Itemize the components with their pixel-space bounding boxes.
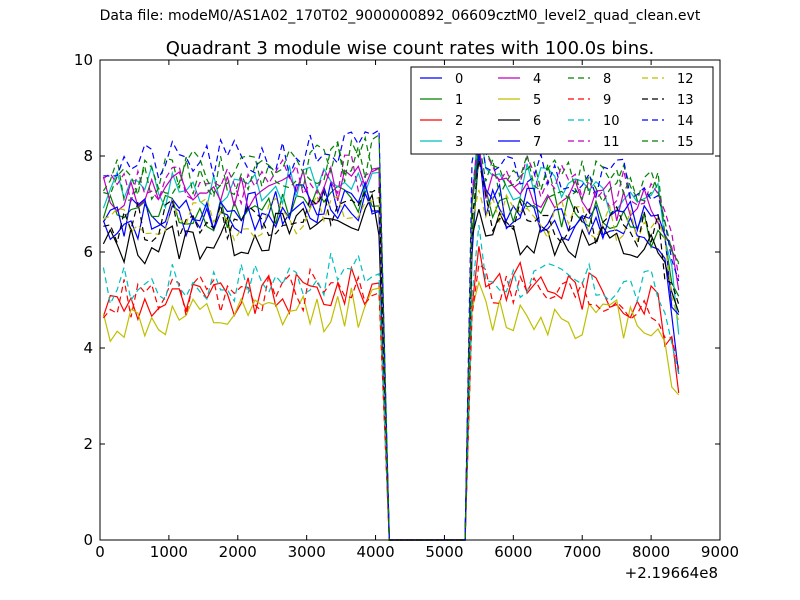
- legend-label-12: 12: [677, 72, 694, 87]
- x-tick-label: 3000: [288, 543, 326, 561]
- axis-ticks: 0 1000 2000 3000 4000 5000 6000 7000 8000 9000 0 2 4…: [74, 51, 739, 561]
- series-line-12: [103, 189, 680, 541]
- x-tick-label: 7000: [563, 543, 601, 561]
- chart-title: Quadrant 3 module wise count rates with …: [166, 38, 655, 59]
- y-tick-label: 6: [83, 243, 93, 261]
- y-tick-label: 10: [74, 51, 93, 69]
- legend-label-15: 15: [677, 135, 694, 150]
- legend-label-5: 5: [533, 93, 541, 108]
- plot-frame: [99, 59, 721, 541]
- series-line-13: [103, 160, 680, 541]
- legend-label-0: 0: [455, 72, 463, 87]
- x-tick-label: 1000: [150, 543, 188, 561]
- x-tick-label: 0: [95, 543, 105, 561]
- legend-label-14: 14: [677, 114, 694, 129]
- series-line-11: [103, 132, 680, 541]
- legend-label-8: 8: [603, 72, 611, 87]
- legend-label-3: 3: [455, 135, 463, 150]
- series-line-5: [102, 280, 680, 541]
- y-tick-label: 0: [83, 531, 93, 549]
- x-tick-label: 6000: [494, 543, 532, 561]
- legend-label-1: 1: [455, 93, 463, 108]
- series-line-10: [102, 225, 680, 541]
- x-offset-label: +2.19664e8: [625, 564, 718, 582]
- legend-label-2: 2: [455, 114, 463, 129]
- series-line-3: [102, 120, 680, 541]
- x-tick-label: 4000: [356, 543, 394, 561]
- x-tick-label: 8000: [632, 543, 670, 561]
- x-tick-label: 2000: [219, 543, 257, 561]
- legend-label-7: 7: [533, 135, 541, 150]
- x-tick-label: 5000: [425, 543, 463, 561]
- legend-label-13: 13: [677, 93, 694, 108]
- series-line-0: [102, 147, 680, 541]
- legend-box: [410, 66, 714, 155]
- y-tick-label: 2: [83, 435, 93, 453]
- series-line-4: [102, 143, 680, 541]
- series-line-6: [102, 192, 680, 541]
- y-tick-label: 8: [83, 147, 93, 165]
- legend-label-9: 9: [603, 93, 611, 108]
- legend-label-11: 11: [603, 135, 620, 150]
- legend-label-6: 6: [533, 114, 541, 129]
- x-tick-label: 9000: [701, 543, 739, 561]
- series-line-8: [102, 135, 680, 541]
- y-tick-label: 4: [83, 339, 93, 357]
- series-lines: [102, 120, 680, 541]
- legend-label-4: 4: [533, 72, 541, 87]
- legend-label-10: 10: [603, 114, 620, 129]
- data-file-title: Data file: modeM0/AS1A02_170T02_90000008…: [99, 8, 701, 24]
- series-line-9: [102, 263, 680, 541]
